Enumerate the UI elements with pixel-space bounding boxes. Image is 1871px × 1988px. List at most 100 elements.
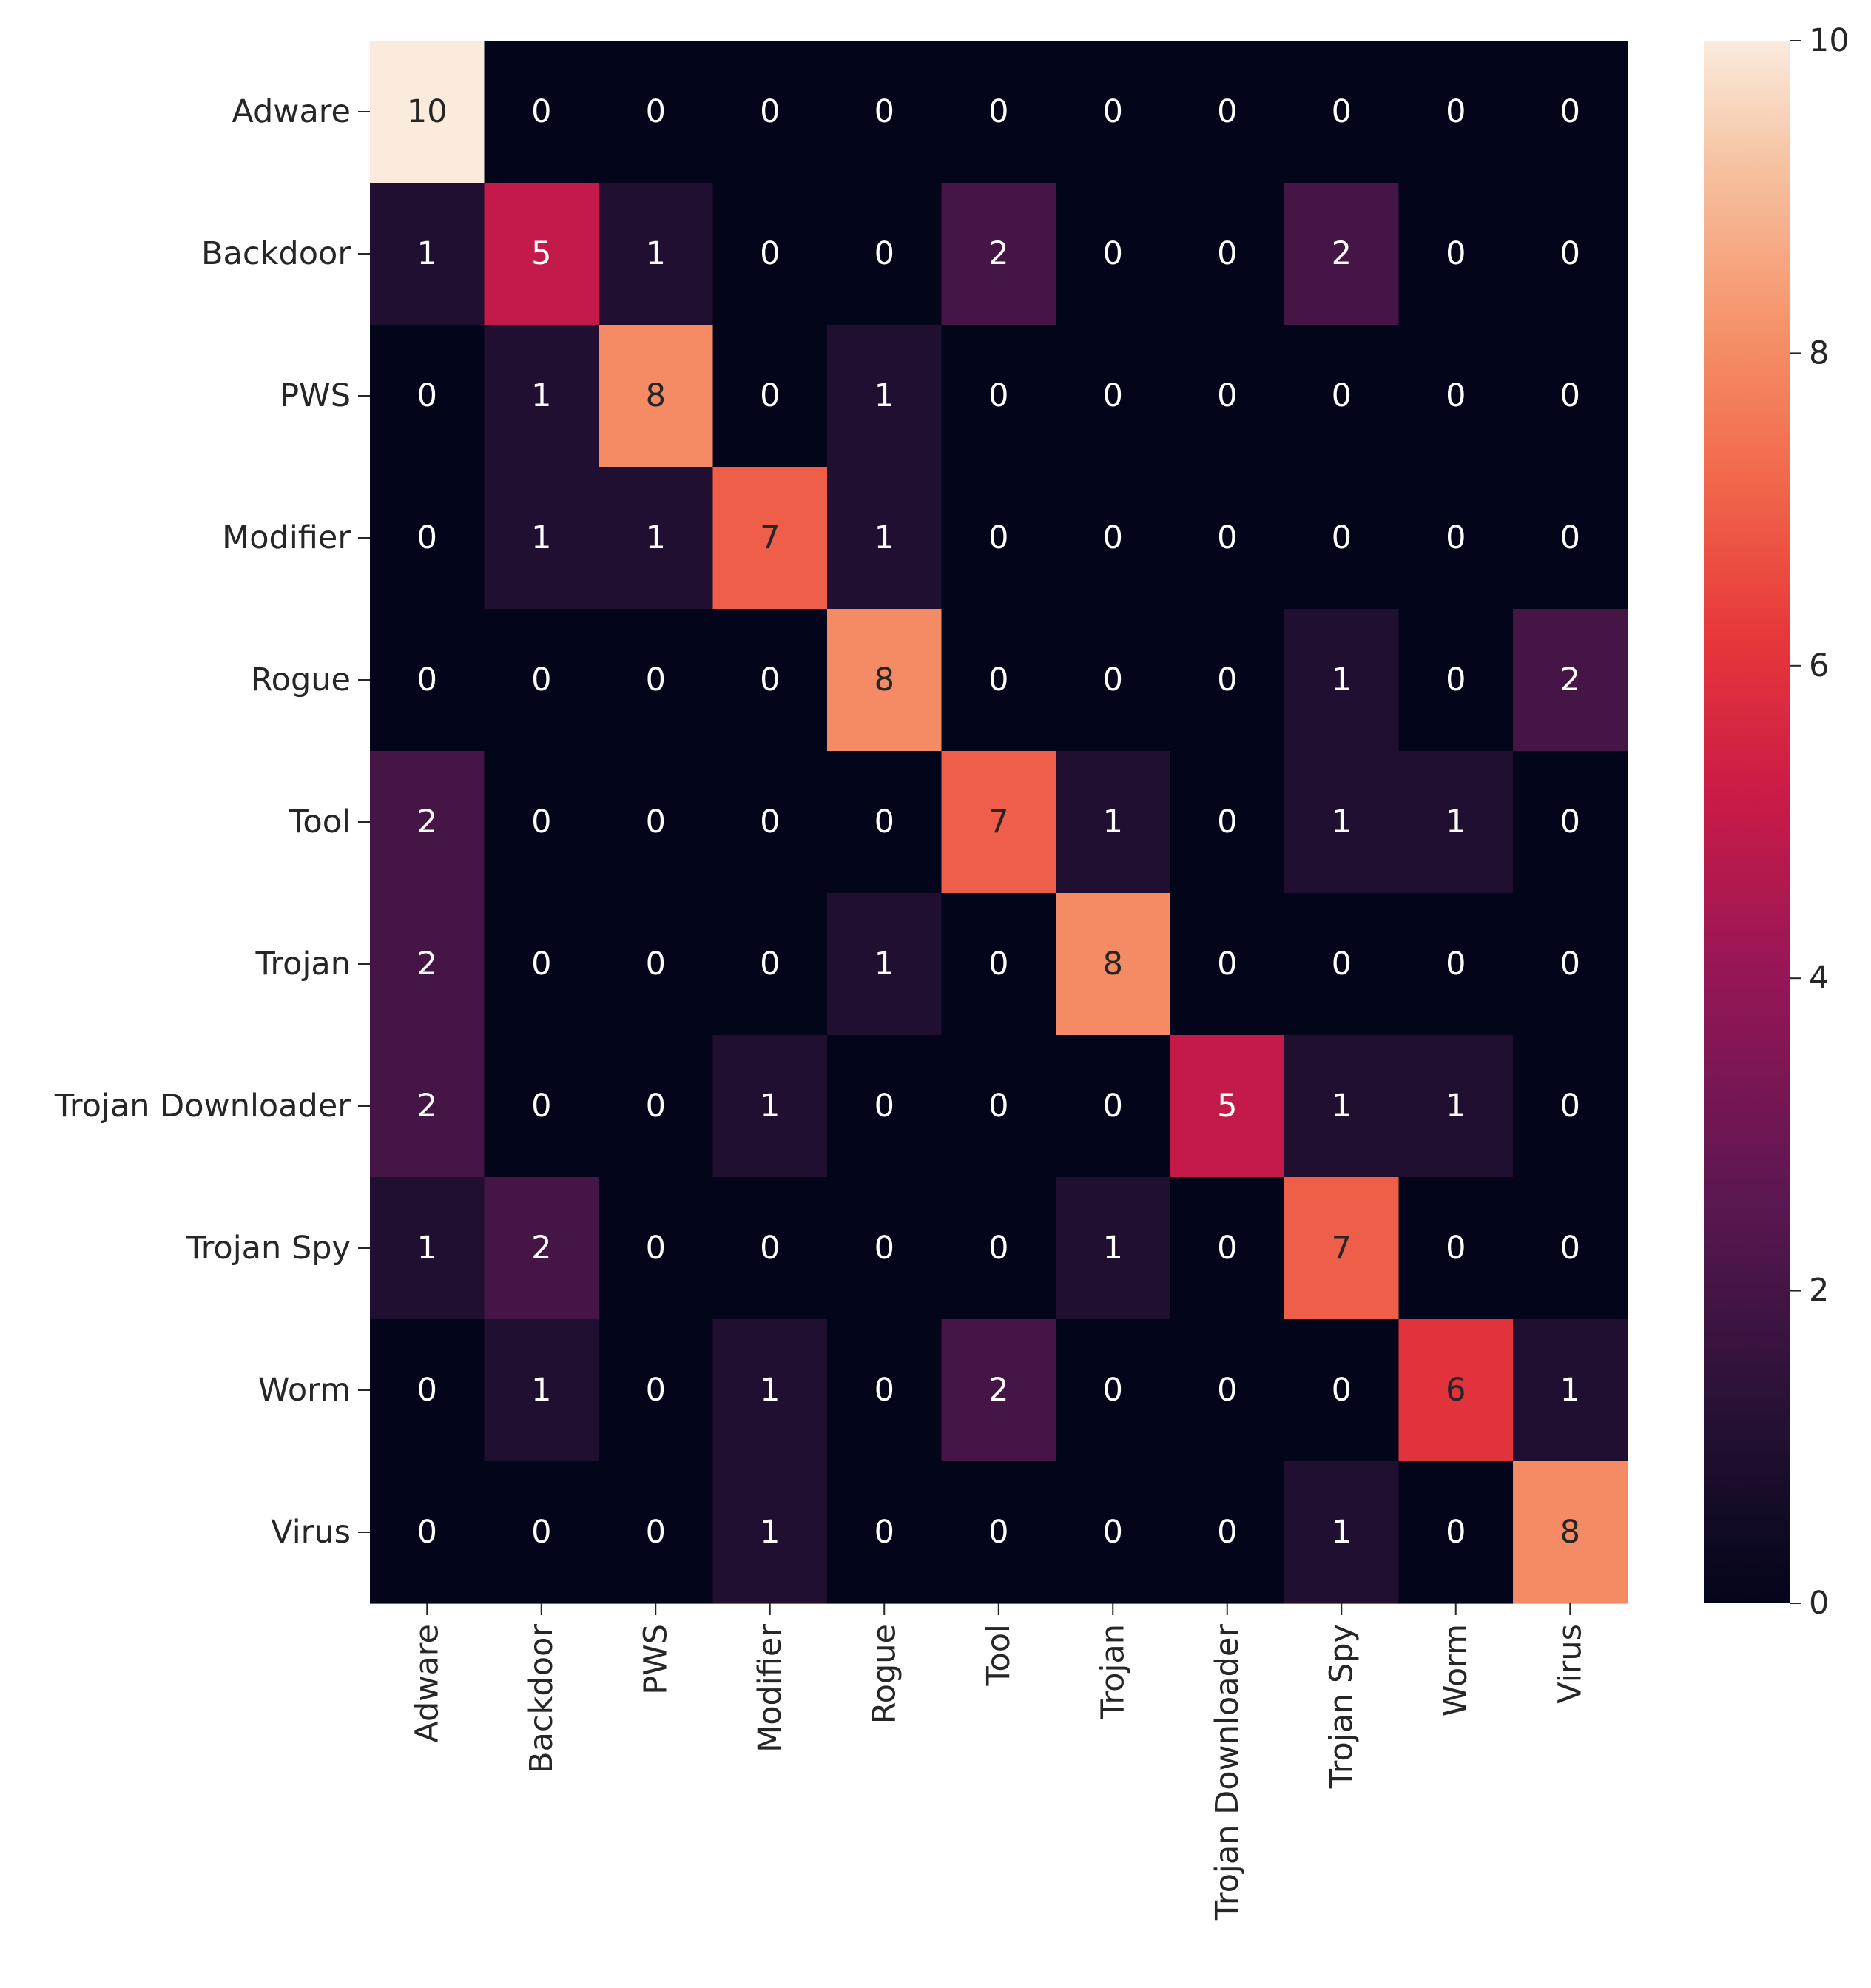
heatmap-cell [1513, 893, 1628, 1036]
cell-value-label: 0 [760, 803, 780, 840]
cell-value-label: 0 [1217, 1514, 1237, 1551]
x-tick-label: Trojan [1094, 1624, 1131, 1720]
heatmap-cell [1513, 41, 1628, 183]
heatmap-cell [484, 751, 599, 894]
heatmap-cell [370, 609, 485, 752]
cell-value-label: 1 [531, 377, 551, 414]
heatmap-cell [370, 893, 485, 1036]
x-tick-label: Worm [1437, 1624, 1474, 1716]
cell-value-label: 0 [531, 661, 551, 698]
cell-value-label: 0 [874, 93, 894, 130]
heatmap-cell [827, 609, 943, 752]
heatmap-cell [712, 1035, 828, 1178]
y-tick-label: Tool [288, 803, 351, 840]
cell-value-label: 0 [646, 946, 666, 983]
cell-value-label: 0 [1217, 377, 1237, 414]
cell-value-label: 0 [760, 661, 780, 698]
heatmap-cell [1056, 1319, 1171, 1462]
heatmap-cell [827, 183, 943, 326]
cell-value-label: 2 [1332, 235, 1352, 272]
cell-value-label: 0 [1217, 661, 1237, 698]
heatmap-cell [484, 609, 599, 752]
x-tick-label: Adware [408, 1624, 445, 1743]
colorbar-tick-label: 2 [1809, 1273, 1829, 1310]
heatmap-cell [370, 41, 485, 183]
y-tick-label: PWS [280, 377, 351, 414]
heatmap-cell [1398, 609, 1514, 752]
heatmap-cell [1284, 893, 1400, 1036]
cell-value-label: 2 [988, 1372, 1008, 1409]
cell-value-label: 2 [417, 946, 437, 983]
heatmap-cell [1284, 1319, 1400, 1462]
cell-value-label: 0 [531, 1088, 551, 1125]
cell-value-label: 0 [874, 1372, 894, 1409]
heatmap-cell [1284, 1177, 1400, 1320]
cell-value-label: 8 [874, 661, 894, 698]
cell-value-label: 2 [417, 803, 437, 840]
heatmap-cell [370, 751, 485, 894]
cell-value-label: 7 [760, 519, 780, 556]
heatmap-cell [1170, 1319, 1285, 1462]
cell-value-label: 8 [1560, 1514, 1580, 1551]
cell-value-label: 0 [1446, 377, 1466, 414]
heatmap-cell [1513, 1461, 1628, 1604]
heatmap-cell [599, 1319, 714, 1462]
cell-value-label: 0 [1217, 803, 1237, 840]
cell-value-label: 1 [1332, 1088, 1352, 1125]
heatmap-cell [1056, 1177, 1171, 1320]
cell-value-label: 0 [1446, 661, 1466, 698]
cell-value-label: 1 [760, 1088, 780, 1125]
cell-value-label: 1 [1103, 803, 1123, 840]
x-axis-ticks: Adware Backdoor PWS Modifier Rogue Tool Trojan… [408, 1603, 1588, 1921]
cell-value-label: 0 [1332, 519, 1352, 556]
cell-value-label: 0 [531, 1514, 551, 1551]
cell-value-label: 0 [1446, 93, 1466, 130]
heatmap-cell [1056, 41, 1171, 183]
cell-value-label: 1 [1332, 661, 1352, 698]
cell-value-label: 0 [1217, 946, 1237, 983]
y-tick-label: Trojan [254, 946, 351, 983]
heatmap-cell [827, 1035, 943, 1178]
cell-value-label: 0 [417, 519, 437, 556]
heatmap-cell [1284, 609, 1400, 752]
heatmap-cell [941, 41, 1056, 183]
heatmap-cell [1170, 751, 1285, 894]
cell-value-label: 0 [760, 1230, 780, 1267]
cell-value-label: 0 [1217, 1230, 1237, 1267]
cell-value-label: 2 [417, 1088, 437, 1125]
cell-value-label: 0 [417, 661, 437, 698]
heatmap-cell [599, 893, 714, 1036]
x-tick-label: Virus [1551, 1624, 1588, 1704]
y-tick-label: Trojan Spy [186, 1230, 351, 1267]
heatmap-cell [1170, 1177, 1285, 1320]
cell-value-label: 0 [1103, 1372, 1123, 1409]
heatmap-cell [370, 1177, 485, 1320]
heatmap-cell [484, 41, 599, 183]
cell-value-label: 0 [1446, 946, 1466, 983]
x-tick-label: Modifier [752, 1624, 789, 1753]
heatmap-cell [1170, 467, 1285, 610]
cell-value-label: 1 [1446, 803, 1466, 840]
heatmap-cell [370, 1035, 485, 1178]
cell-value-label: 0 [988, 519, 1008, 556]
cell-value-label: 0 [1446, 519, 1466, 556]
x-tick-label: Backdoor [523, 1624, 560, 1773]
cell-value-label: 0 [646, 803, 666, 840]
heatmap-cell [1170, 1461, 1285, 1604]
heatmap-cell [1284, 41, 1400, 183]
heatmap-cell [370, 1319, 485, 1462]
heatmap-cell [484, 467, 599, 610]
cell-value-label: 1 [531, 1372, 551, 1409]
heatmap-cell [712, 1319, 828, 1462]
cell-value-label: 0 [1103, 519, 1123, 556]
cell-value-label: 0 [1332, 946, 1352, 983]
heatmap-cell [1170, 609, 1285, 752]
heatmap-cell [1170, 183, 1285, 326]
heatmap-cell [1513, 609, 1628, 752]
colorbar-tick-label: 8 [1809, 334, 1829, 371]
heatmap-cell [1398, 751, 1514, 894]
cell-value-label: 0 [1103, 661, 1123, 698]
cell-value-label: 1 [874, 519, 894, 556]
colorbar-gradient [1704, 41, 1790, 1603]
